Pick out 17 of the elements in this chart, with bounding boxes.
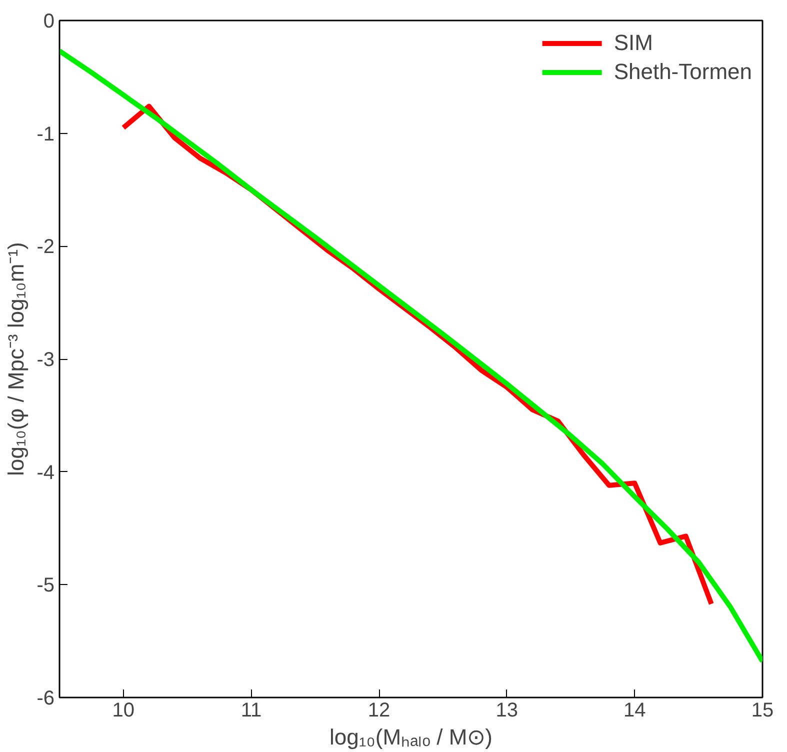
y-tick-label: -5 [36, 574, 55, 597]
x-tick-label: 11 [240, 700, 262, 722]
y-tick-label: -6 [36, 688, 55, 710]
legend-label: SIM [614, 30, 653, 56]
x-tick-label: 10 [112, 700, 135, 722]
legend-label: Sheth-Tormen [614, 59, 752, 85]
y-tick-label: -4 [36, 462, 55, 484]
y-tick-label: 0 [43, 10, 54, 32]
y-tick-label: -3 [36, 349, 55, 371]
x-tick-label: 15 [751, 700, 774, 722]
x-axis-title: log₁₀(Mₕₐₗₒ / M⊙) [329, 724, 493, 750]
y-tick-label: -1 [36, 123, 55, 146]
x-tick-label: 12 [368, 700, 390, 722]
x-tick-label: 14 [624, 700, 646, 722]
x-tick-label: 13 [496, 700, 518, 722]
y-axis-title: log₁₀(φ / Mpc⁻³ log₁₀m⁻¹) [4, 242, 29, 476]
y-tick-label: -2 [36, 236, 55, 258]
